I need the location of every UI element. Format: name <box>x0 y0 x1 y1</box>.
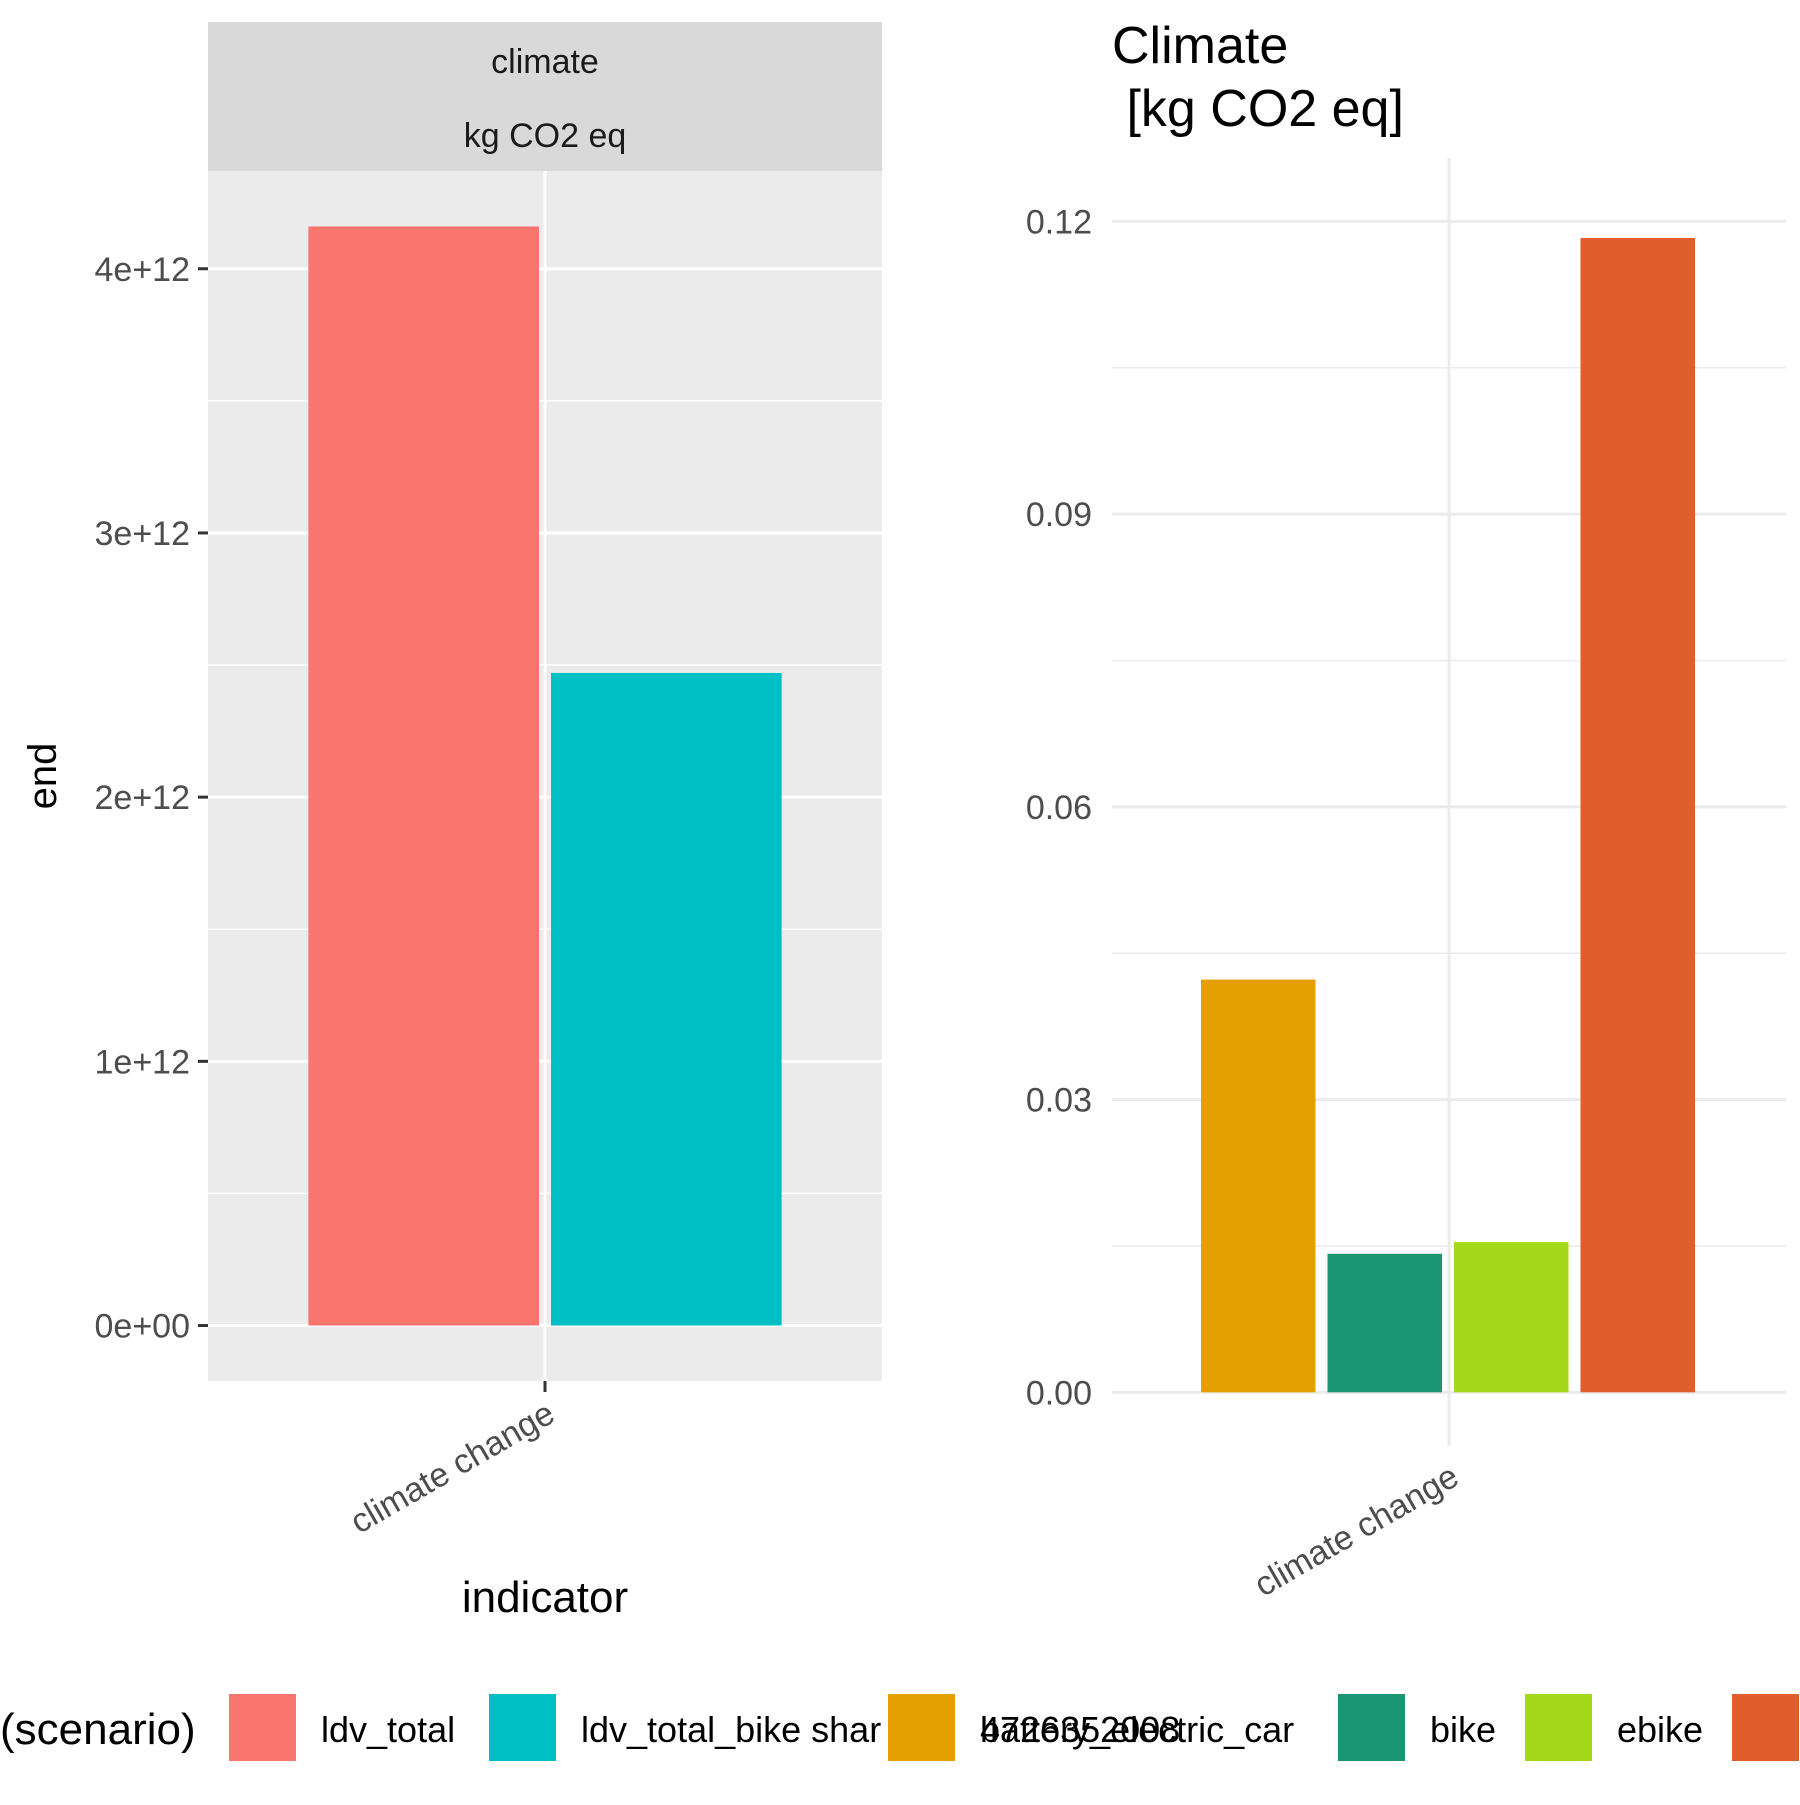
bar <box>308 226 539 1326</box>
x-tick-label: climate change <box>1248 1457 1465 1604</box>
left-y-axis: 0e+00 1e+12 2e+12 3e+12 4e+12 <box>95 251 208 1346</box>
right-chart-title-line2: [kg CO2 eq] <box>1112 80 1404 138</box>
bar <box>551 672 782 1326</box>
right-bars <box>1201 238 1695 1393</box>
x-tick-label: climate change <box>344 1394 561 1541</box>
right-y-axis: 0.00 0.03 0.06 0.09 0.12 <box>1026 203 1092 1412</box>
y-tick-label: 0.00 <box>1026 1374 1092 1412</box>
legend-key <box>1525 1694 1592 1761</box>
legend-title: (scenario) <box>0 1705 196 1754</box>
left-y-axis-title: end <box>21 743 65 810</box>
left-facet-strip <box>208 22 882 171</box>
left-facet-strip-line2: kg CO2 eq <box>464 117 627 155</box>
y-tick-label: 3e+12 <box>95 515 191 553</box>
y-tick-label: 0.03 <box>1026 1082 1092 1120</box>
y-tick-label: 4e+12 <box>95 251 191 289</box>
right-chart-title-line1: Climate <box>1112 17 1288 75</box>
legend-label: battery_electric_car <box>980 1709 1294 1750</box>
y-tick-label: 2e+12 <box>95 779 191 817</box>
legend-label: 4726352008 <box>980 1709 1180 1750</box>
y-tick-label: 0.12 <box>1026 203 1092 241</box>
left-x-axis-title: indicator <box>462 1573 628 1622</box>
legend-key <box>489 1694 556 1761</box>
bar <box>1580 238 1695 1393</box>
legend-key <box>1338 1694 1405 1761</box>
legend: (scenario) ldv_total ldv_total_bike shar 4… <box>0 1694 1799 1761</box>
bar <box>1454 1242 1569 1393</box>
legend-label: ldv_total <box>321 1709 455 1750</box>
right-x-axis: climate change <box>1248 1457 1465 1604</box>
legend-key <box>229 1694 296 1761</box>
bar <box>1327 1253 1442 1393</box>
left-bars <box>308 226 782 1326</box>
legend-label: bike <box>1430 1709 1496 1750</box>
left-x-axis: climate change <box>344 1381 561 1541</box>
y-tick-label: 0e+00 <box>95 1308 191 1346</box>
y-tick-label: 0.09 <box>1026 496 1092 534</box>
legend-label: ldv_total_bike shar <box>581 1709 881 1750</box>
legend-key <box>1732 1694 1799 1761</box>
bar <box>1201 979 1316 1393</box>
legend-key <box>888 1694 955 1761</box>
y-tick-label: 1e+12 <box>95 1043 191 1081</box>
legend-label: ebike <box>1617 1709 1703 1750</box>
left-facet-strip-line1: climate <box>491 43 599 81</box>
y-tick-label: 0.06 <box>1026 789 1092 827</box>
